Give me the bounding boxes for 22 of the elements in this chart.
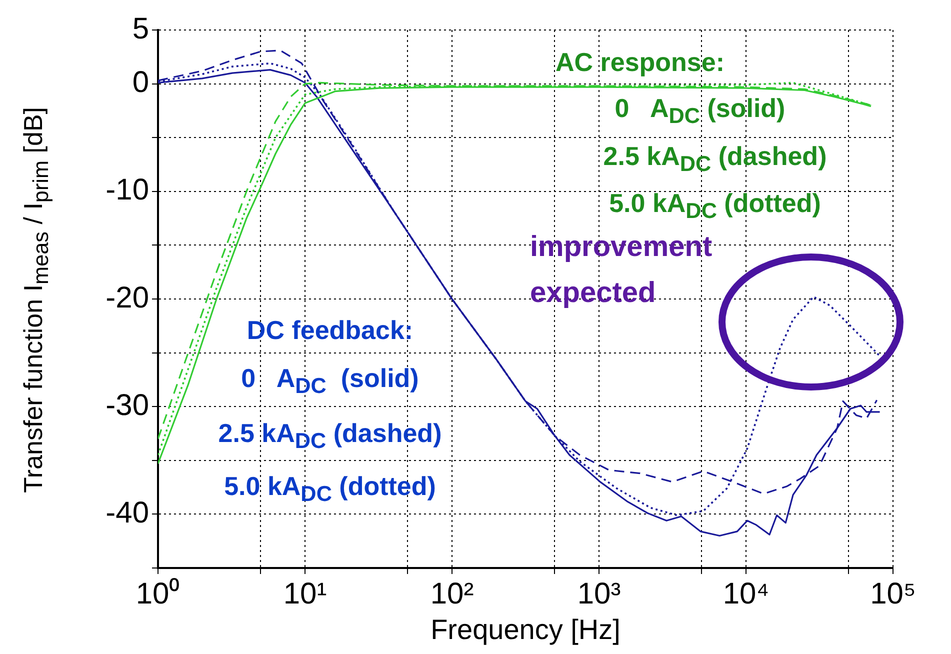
annotation: 2.5 kA$_{DC}$ (dashed) bbox=[218, 418, 442, 456]
y-tick-label: -40 bbox=[106, 496, 149, 530]
annotation: 2.5 kA$_{DC}$ (dashed) bbox=[603, 140, 827, 178]
x-tick-label: 10⁴ bbox=[722, 577, 770, 610]
y-tick-label: -20 bbox=[106, 281, 149, 314]
annotation: 0 A$_{DC}$ (solid) bbox=[614, 92, 786, 130]
annotation: improvement expected bbox=[530, 230, 714, 311]
annotation: DC feedback: bbox=[246, 315, 414, 345]
y-tick-label: 5 bbox=[132, 12, 149, 46]
y-tick-label: 0 bbox=[132, 66, 149, 100]
y-tick-label: -30 bbox=[106, 388, 149, 422]
x-tick-label: 10³ bbox=[577, 577, 621, 610]
annotation: 5.0 kA$_{DC}$ (dotted) bbox=[224, 470, 436, 508]
x-tick-label: 10¹ bbox=[283, 577, 327, 610]
annotation: AC response: bbox=[555, 47, 725, 77]
x-tick-label: 10⁵ bbox=[870, 577, 916, 610]
x-tick-label: 10² bbox=[430, 577, 474, 610]
annotation: 5.0 kA$_{DC}$ (dotted) bbox=[609, 188, 821, 226]
annotation: 0 A$_{DC}$ (solid) bbox=[241, 362, 419, 400]
y-tick-label: -10 bbox=[106, 174, 149, 207]
x-axis-title: Frequency [Hz] bbox=[430, 614, 620, 645]
x-tick-label: 10⁰ bbox=[136, 577, 180, 610]
